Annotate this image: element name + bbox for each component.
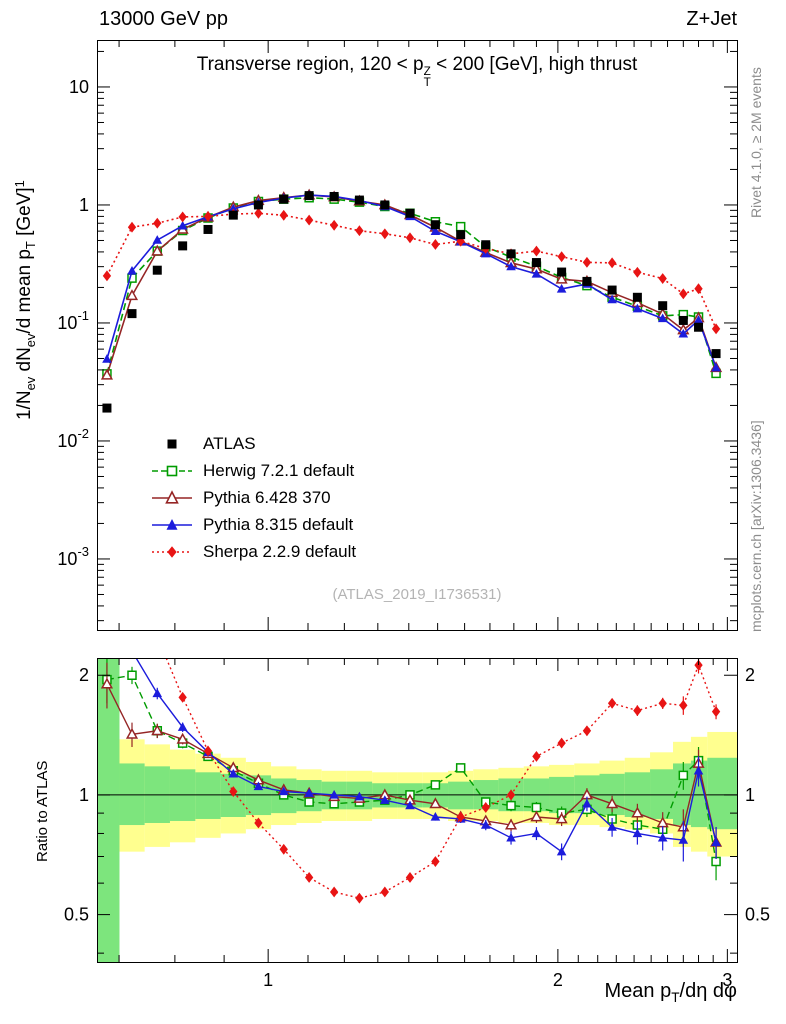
legend-marker-square-open xyxy=(150,462,194,480)
main-y-axis-label: 1/Nev dNev/d mean pT [GeV]1 xyxy=(12,180,38,420)
legend-label: Pythia 8.315 default xyxy=(203,514,354,534)
legend-marker-square-filled xyxy=(150,435,194,453)
legend-item: Herwig 7.2.1 default xyxy=(150,457,356,484)
x-axis-label: Mean pT/dη dφ xyxy=(604,980,737,1005)
legend-label: Sherpa 2.2.9 default xyxy=(203,541,357,561)
legend-marker-triangle-open xyxy=(150,489,194,507)
mcplots-reference-label: mcplots.cern.ch [arXiv:1306.3436] xyxy=(748,420,764,632)
legend-marker-diamond-filled xyxy=(150,543,194,561)
legend-marker-triangle-filled xyxy=(150,516,194,534)
ratio-y-axis-label: Ratio to ATLAS xyxy=(34,760,51,862)
rivet-version-label: Rivet 4.1.0, ≥ 2M events xyxy=(748,67,764,218)
beam-energy-label: 13000 GeV pp xyxy=(99,8,228,30)
legend-item: Pythia 8.315 default xyxy=(150,511,356,538)
legend-item: ATLAS xyxy=(150,430,356,457)
legend: ATLAS Herwig 7.2.1 default Pythia 6.428 37… xyxy=(150,430,356,565)
legend-label: Pythia 6.428 370 xyxy=(203,487,331,507)
legend-label: ATLAS xyxy=(203,433,256,453)
legend-item: Sherpa 2.2.9 default xyxy=(150,538,356,565)
analysis-watermark: (ATLAS_2019_I1736531) xyxy=(332,586,502,603)
legend-item: Pythia 6.428 370 xyxy=(150,484,356,511)
process-label: Z+Jet xyxy=(686,8,737,30)
legend-label: Herwig 7.2.1 default xyxy=(203,460,355,480)
